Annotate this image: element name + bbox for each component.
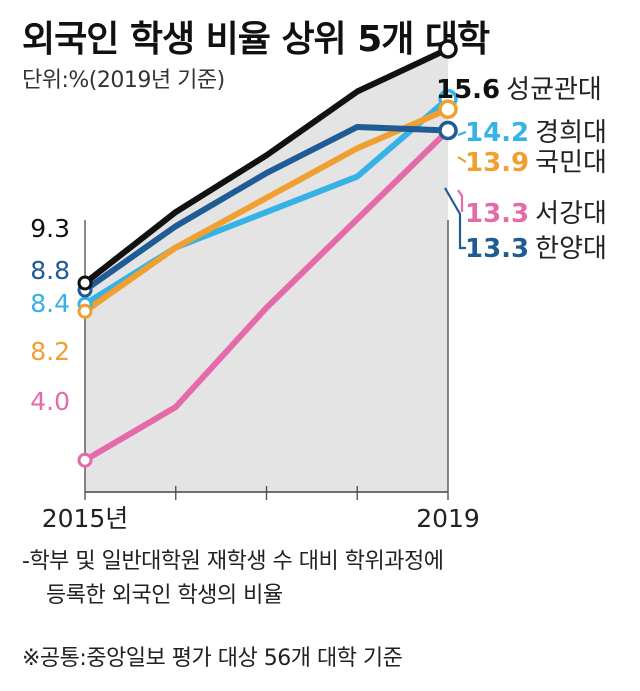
series-end-label: 13.9 국민대	[465, 148, 607, 178]
chart-title: 외국인 학생 비율 상위 5개 대학	[22, 19, 490, 60]
series-line	[82, 127, 451, 464]
x-tick-label: 2015년	[42, 504, 129, 533]
start-value-label: 9.3	[30, 214, 70, 243]
series-end-label: 13.3 서강대	[465, 199, 607, 229]
series-line	[82, 45, 451, 286]
end-point-marker	[438, 120, 458, 141]
start-value-label: 4.0	[30, 387, 70, 416]
end-value: 13.9	[465, 148, 529, 178]
start-value-label: 8.4	[30, 289, 70, 318]
series-end-label: 14.2 경희대	[465, 118, 607, 148]
series-name: 서강대	[535, 199, 607, 229]
start-point-marker	[77, 275, 93, 291]
leader-line	[457, 156, 467, 163]
series-line	[82, 106, 451, 315]
start-value-label: 8.2	[30, 337, 70, 366]
chart-area-fill	[85, 48, 448, 492]
series-end-label: 13.3 한양대	[465, 234, 607, 264]
end-point-marker	[438, 39, 458, 59]
end-value: 13.3	[465, 199, 529, 229]
series-line	[82, 123, 451, 294]
series-name: 경희대	[535, 118, 607, 148]
unit-label: 단위:%(2019년 기준)	[22, 68, 225, 93]
end-value: 13.3	[465, 234, 529, 264]
footnote-line-2: 등록한 외국인 학생의 비율	[46, 583, 283, 608]
leader-line	[457, 130, 467, 137]
leader-line	[444, 187, 466, 250]
series-end-label: 15.6 성균관대	[436, 75, 602, 105]
start-point-marker	[77, 303, 93, 319]
series-name: 한양대	[535, 234, 607, 264]
series-name: 국민대	[535, 148, 607, 178]
start-point-marker	[77, 452, 93, 468]
end-point-marker	[438, 99, 458, 119]
source-note: ※공통:중앙일보 평가 대상 56개 대학 기준	[22, 646, 403, 671]
leader-line	[457, 189, 464, 212]
end-value: 15.6	[436, 75, 500, 105]
x-tick-label: 2019	[416, 504, 480, 533]
footnote-line-1: -학부 및 일반대학원 재학생 수 대비 학위과정에	[22, 549, 444, 574]
series-name: 성균관대	[506, 75, 602, 105]
start-value-label: 8.8	[30, 256, 70, 285]
end-value: 14.2	[465, 118, 529, 148]
